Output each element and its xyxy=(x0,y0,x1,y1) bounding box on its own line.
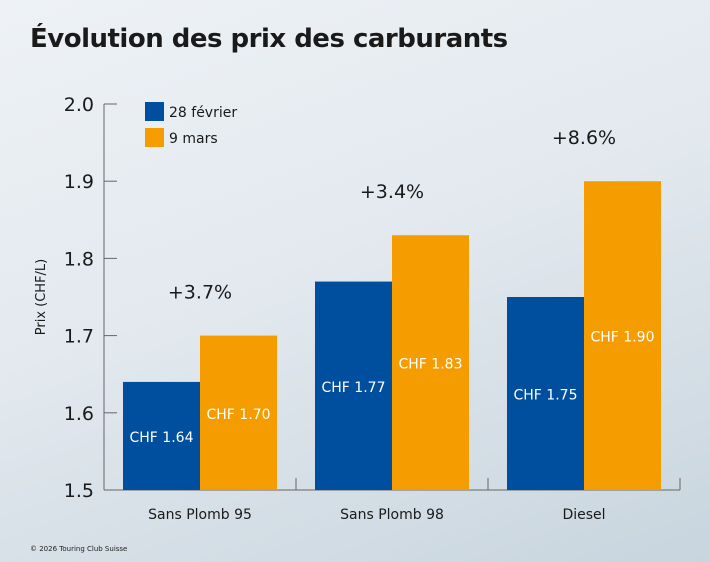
bar-28-fevrier xyxy=(123,381,200,490)
bar-9-mars xyxy=(200,335,277,490)
category-label: Sans Plomb 95 xyxy=(148,507,252,523)
y-axis-label: Prix (CHF/L) xyxy=(34,259,49,336)
percent-change-label: +3.7% xyxy=(168,282,232,304)
legend-swatch xyxy=(145,102,164,121)
bar-9-mars xyxy=(392,235,469,490)
bar-28-fevrier xyxy=(315,281,392,490)
legend-swatch xyxy=(145,128,164,147)
percent-change-label: +3.4% xyxy=(360,181,424,203)
category-label: Diesel xyxy=(562,507,605,523)
y-tick-label: 1.8 xyxy=(64,248,94,270)
bar-9-mars xyxy=(584,181,661,490)
y-tick-label: 1.9 xyxy=(64,171,94,193)
copyright-credit: © 2026 Touring Club Suisse xyxy=(30,545,128,553)
bar-value-label: CHF 1.75 xyxy=(514,388,578,404)
legend-label: 9 mars xyxy=(169,131,218,147)
y-tick-label: 1.7 xyxy=(64,326,94,348)
legend-label: 28 février xyxy=(169,105,237,121)
category-label: Sans Plomb 98 xyxy=(340,507,444,523)
bar-value-label: CHF 1.77 xyxy=(322,380,386,396)
bar-28-fevrier xyxy=(507,297,584,490)
chart-title: Évolution des prix des carburants xyxy=(30,24,508,54)
percent-change-label: +8.6% xyxy=(552,127,616,149)
y-tick-label: 1.6 xyxy=(64,403,94,425)
bar-value-label: CHF 1.90 xyxy=(591,330,655,346)
bar-value-label: CHF 1.70 xyxy=(207,407,271,423)
y-tick-label: 1.5 xyxy=(64,480,94,502)
bar-value-label: CHF 1.64 xyxy=(130,430,194,446)
bar-value-label: CHF 1.83 xyxy=(399,357,463,373)
y-tick-label: 2.0 xyxy=(64,94,94,116)
